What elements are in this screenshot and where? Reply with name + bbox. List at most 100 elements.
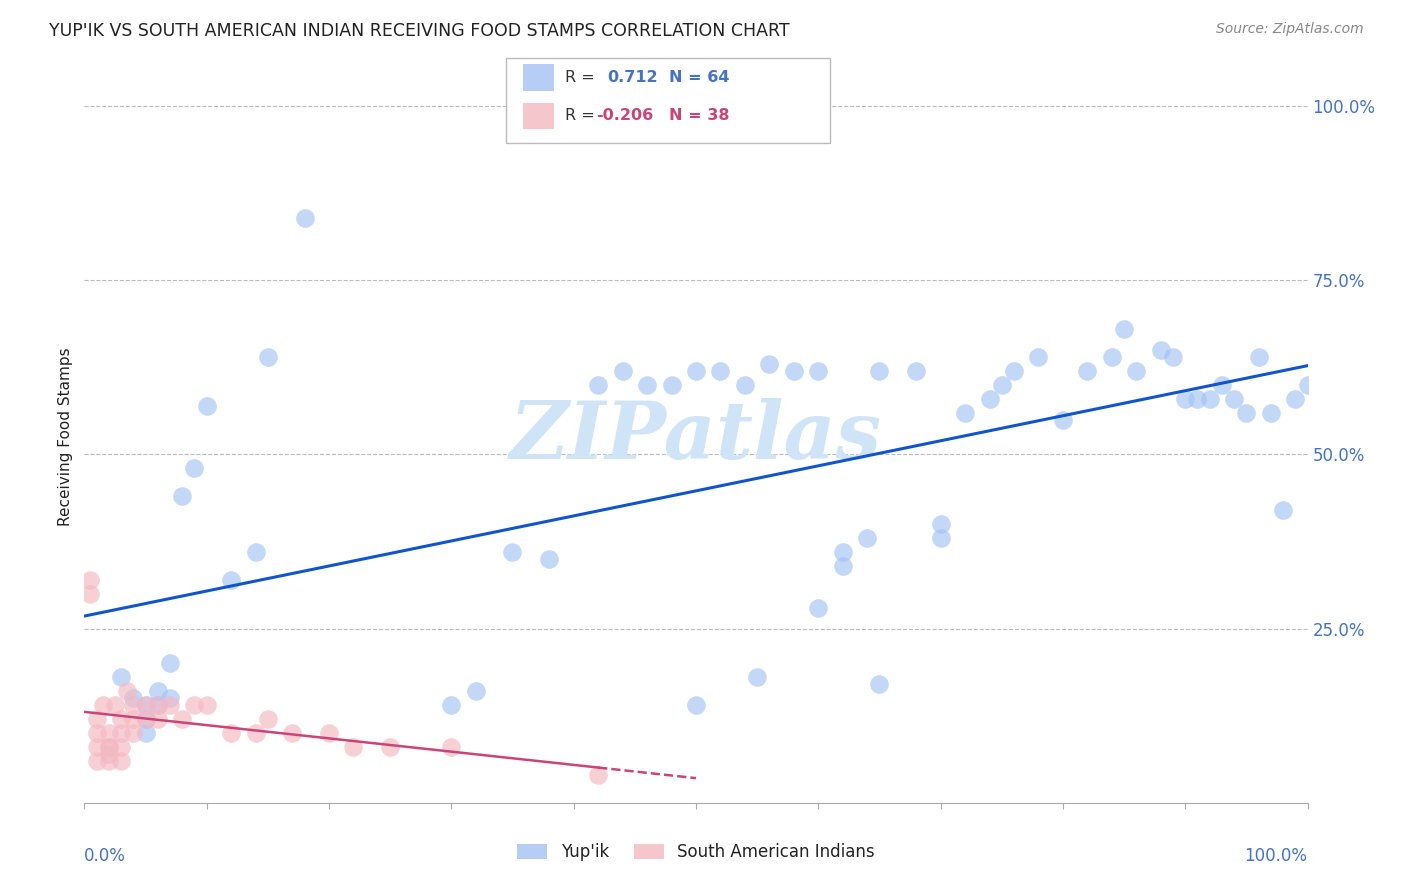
Text: N = 64: N = 64 xyxy=(669,70,730,85)
Point xyxy=(586,768,609,782)
Point xyxy=(1161,350,1184,364)
Point xyxy=(159,698,181,713)
Point xyxy=(86,726,108,740)
Point xyxy=(97,747,120,761)
Point xyxy=(1296,377,1319,392)
Point xyxy=(97,726,120,740)
Text: YUP'IK VS SOUTH AMERICAN INDIAN RECEIVING FOOD STAMPS CORRELATION CHART: YUP'IK VS SOUTH AMERICAN INDIAN RECEIVIN… xyxy=(49,22,790,40)
Point xyxy=(586,377,609,392)
Point xyxy=(79,573,101,587)
Point xyxy=(661,377,683,392)
Point xyxy=(110,726,132,740)
Point xyxy=(856,531,879,545)
Point xyxy=(110,670,132,684)
Point xyxy=(146,712,169,726)
Point xyxy=(734,377,756,392)
Point xyxy=(502,545,524,559)
Point xyxy=(636,377,658,392)
Point xyxy=(122,726,145,740)
Point xyxy=(1187,392,1209,406)
Point xyxy=(245,545,267,559)
Point xyxy=(440,740,463,755)
Point xyxy=(612,364,634,378)
Point xyxy=(1174,392,1197,406)
Point xyxy=(685,364,707,378)
Point xyxy=(135,726,157,740)
Point xyxy=(538,552,561,566)
Point xyxy=(440,698,463,713)
Point xyxy=(1076,364,1098,378)
Point xyxy=(1101,350,1123,364)
Point xyxy=(831,545,853,559)
Point xyxy=(294,211,316,225)
Point xyxy=(135,698,157,713)
Point xyxy=(1114,322,1136,336)
Point xyxy=(1284,392,1306,406)
Point xyxy=(1002,364,1025,378)
Point xyxy=(195,698,218,713)
Text: 0.712: 0.712 xyxy=(607,70,658,85)
Text: -0.206: -0.206 xyxy=(596,109,654,123)
Point xyxy=(159,657,181,671)
Point xyxy=(135,698,157,713)
Point xyxy=(122,698,145,713)
Point xyxy=(219,726,242,740)
Point xyxy=(146,698,169,713)
Point xyxy=(869,364,891,378)
Point xyxy=(97,740,120,755)
Point xyxy=(91,698,114,713)
Point xyxy=(1028,350,1050,364)
Text: N = 38: N = 38 xyxy=(669,109,730,123)
Legend: Yup'ik, South American Indians: Yup'ik, South American Indians xyxy=(510,837,882,868)
Point xyxy=(257,712,280,726)
Point xyxy=(281,726,304,740)
Point xyxy=(257,350,280,364)
Point xyxy=(172,712,194,726)
Text: R =: R = xyxy=(565,109,600,123)
Point xyxy=(929,531,952,545)
Point xyxy=(86,712,108,726)
Point xyxy=(929,517,952,532)
Point xyxy=(1150,343,1173,357)
Point xyxy=(1236,406,1258,420)
Point xyxy=(807,600,830,615)
Text: R =: R = xyxy=(565,70,610,85)
Text: Source: ZipAtlas.com: Source: ZipAtlas.com xyxy=(1216,22,1364,37)
Point xyxy=(172,489,194,503)
Point xyxy=(110,740,132,755)
Point xyxy=(159,691,181,706)
Point xyxy=(747,670,769,684)
Point xyxy=(245,726,267,740)
Point xyxy=(110,712,132,726)
Point xyxy=(991,377,1014,392)
Point xyxy=(183,698,205,713)
Point xyxy=(1272,503,1295,517)
Point xyxy=(1198,392,1220,406)
Point xyxy=(953,406,976,420)
Point xyxy=(97,754,120,768)
Point xyxy=(807,364,830,378)
Point xyxy=(1247,350,1270,364)
Point xyxy=(86,740,108,755)
Point xyxy=(146,684,169,698)
Point xyxy=(97,740,120,755)
Point xyxy=(146,698,169,713)
Point xyxy=(979,392,1001,406)
Point xyxy=(122,712,145,726)
Point xyxy=(464,684,486,698)
Point xyxy=(318,726,340,740)
Point xyxy=(1211,377,1233,392)
Y-axis label: Receiving Food Stamps: Receiving Food Stamps xyxy=(58,348,73,526)
Point xyxy=(685,698,707,713)
Point xyxy=(709,364,731,378)
Text: ZIPatlas: ZIPatlas xyxy=(510,399,882,475)
Point xyxy=(342,740,364,755)
Point xyxy=(122,691,145,706)
Point xyxy=(1052,412,1074,426)
Point xyxy=(905,364,928,378)
Point xyxy=(219,573,242,587)
Point xyxy=(380,740,402,755)
Point xyxy=(758,357,780,371)
Point xyxy=(115,684,138,698)
Text: 100.0%: 100.0% xyxy=(1244,847,1308,864)
